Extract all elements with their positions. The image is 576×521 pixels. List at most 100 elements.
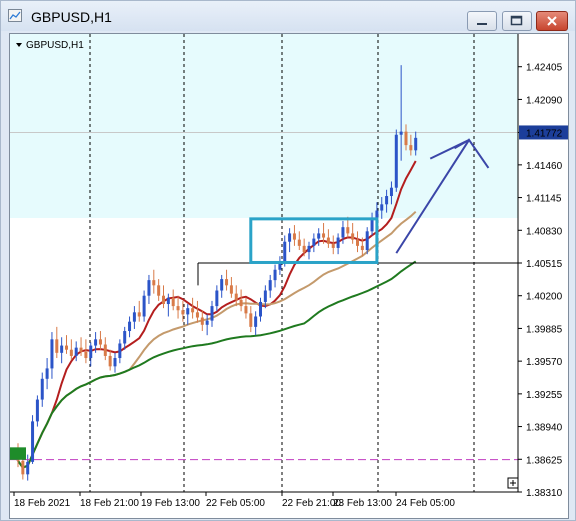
- symbol-label-group: GBPUSD,H1: [16, 40, 84, 51]
- highlight-zone: [10, 34, 518, 218]
- x-tick-label: 22 Feb 05:00: [206, 498, 265, 509]
- close-icon: [547, 16, 557, 26]
- candle-body: [220, 279, 224, 291]
- candle-body: [113, 358, 117, 367]
- candle-body: [302, 245, 306, 253]
- plus-icon: [510, 480, 516, 486]
- y-tick-label: 1.38625: [526, 455, 563, 466]
- candle-body: [312, 238, 316, 246]
- maximize-icon: [510, 15, 523, 26]
- candle-body: [128, 321, 132, 332]
- x-tick-label: 19 Feb 13:00: [141, 498, 200, 509]
- x-tick-label: 24 Feb 05:00: [396, 498, 455, 509]
- candle-body: [98, 339, 102, 345]
- candle-body: [254, 316, 258, 327]
- candle-body: [268, 280, 272, 291]
- candle-body: [375, 210, 379, 218]
- candle-body: [45, 368, 49, 379]
- candle-body: [60, 345, 64, 353]
- candle-body: [31, 421, 35, 462]
- candle-body: [171, 297, 175, 307]
- candle-body: [162, 295, 165, 305]
- projection-arrow-head: [429, 139, 470, 160]
- chart-area[interactable]: 1.42405 1.42090 1.41772 1.41460 1.41145 1.408…: [9, 33, 569, 519]
- candle-body: [380, 204, 384, 211]
- candle-body: [74, 347, 78, 356]
- candle-body: [341, 227, 345, 238]
- candle-body: [157, 285, 161, 296]
- candle-body: [215, 290, 219, 307]
- minimize-button[interactable]: [467, 11, 497, 31]
- maximize-button[interactable]: [502, 11, 532, 31]
- candle-body: [278, 262, 282, 270]
- candle-body: [409, 145, 413, 151]
- y-tick-label: 1.41772: [526, 128, 563, 139]
- candle-body: [89, 345, 93, 359]
- candle-body: [205, 320, 209, 325]
- candle-body: [103, 344, 107, 356]
- candle-body: [186, 308, 190, 315]
- candle-body: [176, 306, 180, 311]
- candle-body: [123, 331, 127, 344]
- candle-body: [234, 293, 238, 300]
- candle-body: [259, 301, 262, 317]
- candle-body: [118, 343, 122, 359]
- candle-body: [360, 245, 364, 251]
- price-chart[interactable]: 1.42405 1.42090 1.41772 1.41460 1.41145 1.408…: [10, 34, 568, 518]
- candle-body: [229, 285, 233, 294]
- candle-body: [132, 312, 136, 322]
- candle-body: [108, 355, 112, 367]
- ma-slow-line: [17, 260, 417, 469]
- y-tick-label: 1.42090: [526, 95, 563, 106]
- y-tick-label: 1.39570: [526, 357, 563, 368]
- chart-window-icon: [8, 9, 22, 22]
- candle-body: [385, 196, 389, 205]
- candle-body: [79, 347, 83, 352]
- candle-body: [356, 239, 359, 246]
- candle-body: [273, 269, 277, 281]
- candle-body: [288, 233, 292, 242]
- y-tick-label: 1.40830: [526, 226, 563, 237]
- candle-body: [181, 310, 185, 315]
- x-tick-label: 22 Feb 21:00: [282, 498, 341, 509]
- candle-body: [365, 231, 369, 251]
- candle-body: [200, 317, 204, 325]
- candle-body: [55, 339, 59, 353]
- candle-body: [21, 460, 25, 475]
- candle-body: [195, 312, 199, 318]
- y-tick-label: 1.40200: [526, 292, 563, 303]
- candle-body: [394, 134, 398, 188]
- candle-body: [336, 237, 340, 248]
- candle-body: [414, 137, 418, 151]
- candle-body: [317, 233, 321, 239]
- candle-body: [26, 461, 30, 475]
- candle-body: [351, 233, 355, 240]
- symbol-label: GBPUSD,H1: [26, 40, 84, 51]
- candle-body: [244, 306, 248, 314]
- green-marker: [10, 447, 26, 460]
- candle-body: [142, 295, 146, 317]
- candle-body: [399, 131, 403, 135]
- y-tick-label: 1.41145: [526, 194, 562, 205]
- candle-body: [191, 308, 195, 313]
- minimize-icon: [477, 23, 487, 25]
- candle-body: [147, 280, 151, 296]
- candle-body: [50, 339, 54, 369]
- candle-body: [389, 187, 393, 197]
- candle-body: [370, 217, 374, 232]
- candle-body: [210, 306, 214, 321]
- x-tick-label: 18 Feb 2021: [14, 498, 71, 509]
- x-tick-label: 18 Feb 21:00: [80, 498, 139, 509]
- candle-body: [263, 290, 267, 302]
- candle-body: [404, 131, 408, 146]
- y-tick-label: 1.38310: [526, 488, 563, 499]
- dropdown-triangle-icon[interactable]: [16, 43, 22, 47]
- candle-body: [166, 297, 170, 305]
- y-tick-label: 1.38940: [526, 423, 563, 434]
- ma-fast-line: [17, 160, 417, 469]
- window-title: GBPUSD,H1: [31, 9, 112, 25]
- close-button[interactable]: [536, 11, 568, 31]
- y-tick-label: 1.41460: [526, 161, 563, 172]
- candle-body: [307, 245, 311, 253]
